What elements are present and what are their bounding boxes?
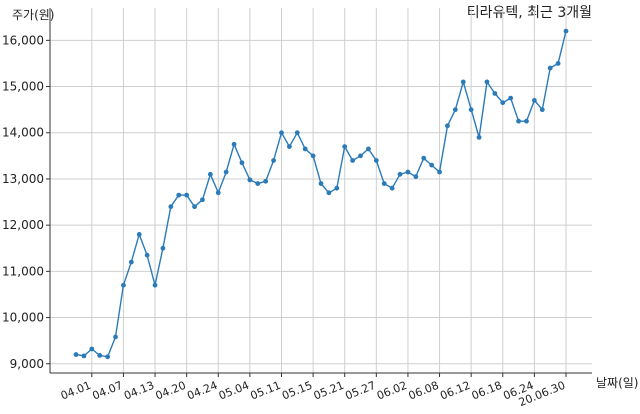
- price-point: [73, 352, 79, 357]
- y-tick-label: 9,000: [10, 357, 44, 371]
- grid-lines: [50, 8, 592, 373]
- y-tick-label: 12,000: [2, 218, 44, 232]
- price-point: [271, 158, 276, 163]
- x-tick-label: 04.13: [122, 379, 156, 403]
- price-point: [215, 190, 221, 196]
- price-point: [160, 245, 166, 251]
- x-tick-label: 06.08: [407, 379, 441, 403]
- x-tick-label: 04.07: [90, 379, 124, 403]
- price-point: [539, 107, 545, 113]
- price-point: [168, 204, 174, 210]
- price-point: [563, 28, 569, 34]
- x-tick-label: 04.24: [185, 379, 219, 403]
- price-point: [121, 282, 126, 288]
- x-tick-label: 05.21: [312, 379, 346, 403]
- price-point: [524, 118, 529, 124]
- price-line: [75, 30, 567, 358]
- price-point: [89, 346, 95, 352]
- price-point: [136, 231, 142, 237]
- price-point: [381, 181, 387, 186]
- price-point: [326, 190, 332, 196]
- price-point: [547, 65, 553, 71]
- axes: [49, 8, 592, 374]
- x-tick-label: 05.11: [249, 379, 283, 403]
- price-point: [460, 79, 466, 85]
- price-point: [247, 177, 253, 183]
- price-point: [492, 91, 498, 96]
- y-axis-ticks: 9,000 10,000 11,000 12,000 13,000 14,000 15,00…: [2, 33, 50, 371]
- x-tick-label: 04.01: [59, 379, 93, 403]
- price-point: [255, 181, 261, 186]
- price-point: [508, 95, 514, 101]
- y-tick-label: 11,000: [2, 264, 44, 278]
- price-point: [421, 155, 427, 161]
- x-tick-label: 06.02: [375, 379, 409, 403]
- price-point: [286, 144, 292, 150]
- price-point: [334, 185, 340, 191]
- price-point: [373, 158, 379, 163]
- price-point: [397, 171, 403, 177]
- y-tick-label: 16,000: [2, 33, 44, 47]
- price-point: [144, 252, 150, 258]
- price-point: [468, 107, 474, 113]
- price-point: [358, 153, 363, 159]
- price-point: [531, 98, 537, 103]
- price-point: [366, 146, 371, 152]
- price-point: [239, 160, 245, 166]
- price-point: [555, 61, 561, 66]
- price-point: [81, 353, 87, 359]
- x-tick-label: 05.27: [343, 379, 377, 403]
- price-point: [342, 144, 348, 150]
- price-point: [350, 158, 356, 163]
- price-point: [263, 178, 269, 184]
- price-point: [310, 153, 316, 159]
- y-tick-label: 14,000: [2, 126, 44, 140]
- price-point: [97, 353, 103, 358]
- x-tick-label: 04.20: [154, 379, 188, 403]
- price-point: [128, 259, 134, 265]
- price-point: [389, 185, 395, 191]
- price-point: [429, 162, 435, 168]
- y-tick-label: 13,000: [2, 172, 44, 186]
- x-tick-label: 06.18: [470, 379, 504, 403]
- price-point: [516, 118, 521, 124]
- y-axis-title: 주가(원): [12, 8, 54, 22]
- price-point: [413, 174, 419, 180]
- x-tick-label: 05.15: [280, 379, 314, 403]
- price-point: [200, 197, 205, 203]
- price-point: [113, 334, 118, 340]
- price-point: [223, 169, 229, 175]
- x-tick-label: 05.04: [217, 379, 251, 403]
- price-point: [500, 100, 506, 106]
- price-point: [452, 107, 458, 113]
- price-point: [105, 354, 111, 360]
- price-point: [294, 130, 300, 136]
- y-tick-label: 10,000: [2, 311, 44, 325]
- price-point: [279, 130, 284, 136]
- price-point: [476, 134, 482, 140]
- price-point: [192, 204, 197, 210]
- price-point: [437, 169, 442, 175]
- price-point: [176, 192, 182, 198]
- x-axis-title: 날짜(일): [596, 376, 638, 390]
- price-series: [73, 28, 569, 360]
- price-point: [184, 192, 190, 198]
- price-point: [207, 171, 213, 177]
- price-point: [445, 123, 450, 129]
- price-point: [484, 79, 490, 85]
- price-point: [405, 169, 411, 175]
- x-tick-label: 06.12: [438, 379, 472, 403]
- price-point: [152, 282, 158, 288]
- price-point: [231, 141, 237, 147]
- x-axis-ticks: 04.0104.0704.1304.2004.2405.0405.1105.15…: [59, 373, 567, 409]
- chart-title: 티라유텍, 최근 3개월: [467, 5, 592, 21]
- price-point: [318, 181, 324, 186]
- price-point: [302, 146, 308, 152]
- y-tick-label: 15,000: [2, 80, 44, 94]
